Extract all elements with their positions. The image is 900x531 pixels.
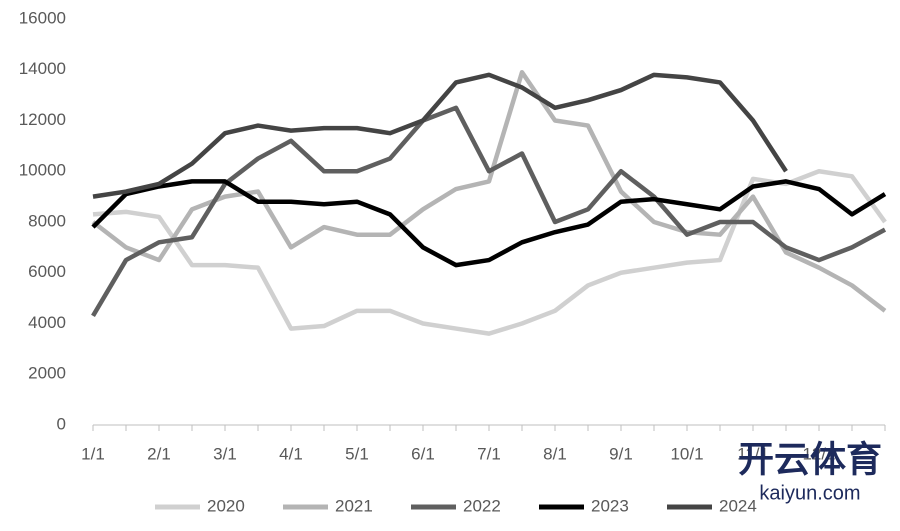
x-tick-label: 3/1 [213, 444, 237, 463]
x-tick-label: 6/1 [411, 444, 435, 463]
legend-label: 2020 [207, 496, 245, 515]
y-tick-label: 4000 [28, 313, 66, 332]
watermark-title: 开云体育 [738, 439, 882, 480]
y-tick-label: 2000 [28, 364, 66, 383]
y-tick-label: 6000 [28, 262, 66, 281]
legend-label: 2021 [335, 496, 373, 515]
x-tick-label: 1/1 [81, 444, 105, 463]
series-line [91, 179, 887, 268]
x-tick-label: 5/1 [345, 444, 369, 463]
x-tick-label: 12/1 [802, 444, 835, 463]
x-tick-label: 8/1 [543, 444, 567, 463]
x-tick-label: 7/1 [477, 444, 501, 463]
series-line [92, 169, 887, 336]
x-tick-label: 9/1 [609, 444, 633, 463]
y-tick-label: 10000 [19, 161, 66, 180]
y-tick-label: 0 [57, 414, 66, 433]
watermark-url: kaiyun.com [759, 482, 860, 504]
x-tick-label: 11/1 [737, 444, 769, 463]
y-tick-label: 8000 [28, 211, 66, 230]
legend-label: 2022 [463, 496, 501, 515]
x-tick-label: 2/1 [147, 444, 171, 463]
x-tick-label: 4/1 [279, 444, 303, 463]
y-tick-label: 16000 [19, 8, 66, 27]
legend-label: 2023 [591, 496, 629, 515]
y-tick-label: 12000 [19, 110, 66, 129]
y-tick-label: 14000 [19, 59, 66, 78]
legend-label: 2024 [719, 496, 757, 515]
series-line [92, 72, 788, 199]
x-tick-label: 10/1 [670, 444, 703, 463]
series-line [91, 70, 887, 313]
plot: 0 2000 4000 6000 8000 10000 12000 14000 16000 1/1… [19, 8, 887, 515]
